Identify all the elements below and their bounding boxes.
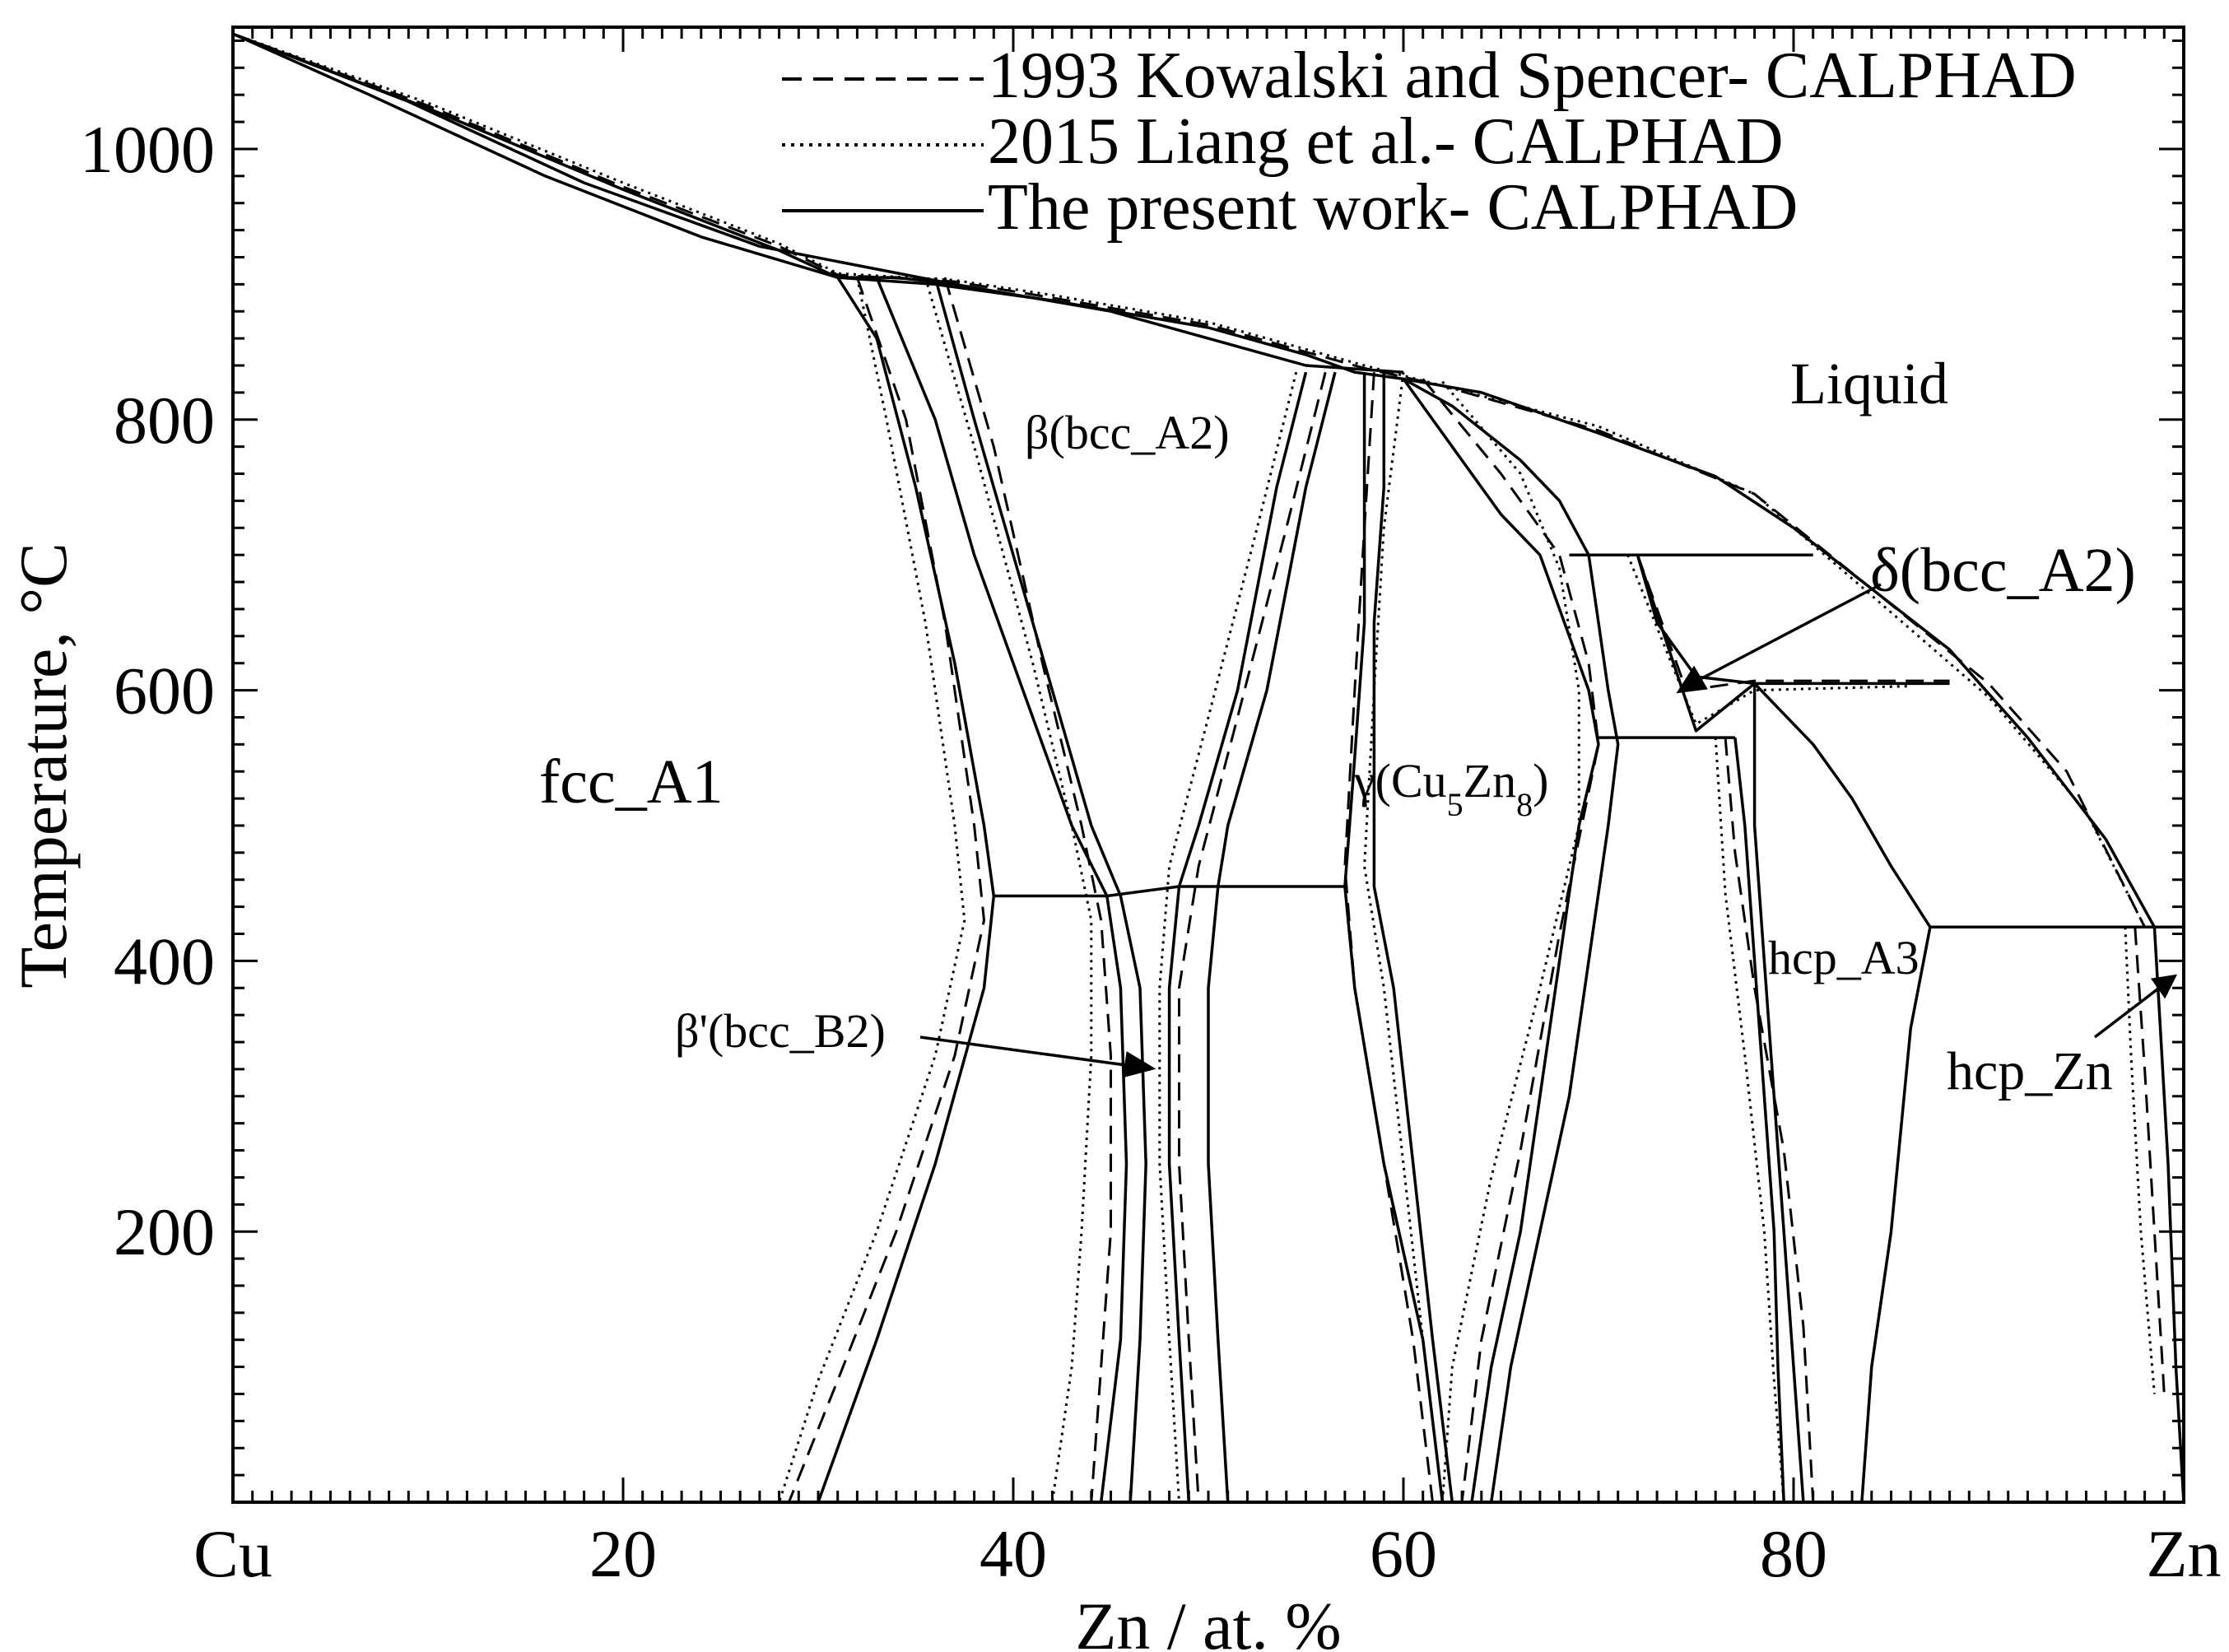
phase-boundary-solid-12 (1402, 378, 1600, 1503)
arrow-beta-prime-line (919, 1035, 1133, 1068)
arrow-delta-head (1676, 665, 1708, 694)
y-tick-label: 800 (114, 383, 215, 458)
y-tick-label: 400 (114, 924, 215, 998)
region-label-beta: β(bcc_A2) (1025, 406, 1230, 459)
phase-boundary-solid-11 (994, 885, 1345, 898)
phase-boundary-dashed-1 (788, 277, 985, 1503)
series-layer (232, 32, 2185, 1503)
region-label-beta-prime: β'(bcc_B2) (675, 1004, 886, 1058)
region-label-fcc: fcc_A1 (539, 747, 724, 817)
phase-boundary-dashed-5 (1422, 378, 1600, 1503)
series-dotted (232, 32, 2156, 1503)
phase-boundary-dotted-5 (1440, 380, 1580, 1503)
phase-boundary-solid-20 (1752, 683, 1805, 1503)
phase-boundary-solid-4 (817, 277, 996, 1503)
phase-boundary-solid-16 (1636, 554, 1755, 686)
phase-boundary-solid-10 (1372, 372, 1454, 1503)
arrow-delta-line (1695, 583, 1882, 683)
phase-boundary-dotted-0 (232, 32, 2146, 928)
legend: 1993 Kowalski and Spencer- CALPHAD 2015 … (782, 40, 2077, 244)
phase-boundary-dotted-4 (1363, 372, 1444, 1503)
x-tick-label: 40 (980, 1516, 1047, 1591)
x-axis-title: Zn / at. % (1075, 1589, 1341, 1652)
y-tick-label: 1000 (80, 112, 215, 187)
region-label-hcp-zn: hcp_Zn (1947, 1041, 2113, 1101)
x-tick-label: 20 (589, 1516, 657, 1591)
phase-boundary-solid-3 (954, 282, 1404, 374)
legend-label-liang: 2015 Liang et al.- CALPHAD (988, 105, 1784, 178)
phase-boundary-dashed-8 (2134, 927, 2166, 1394)
x-tick-label: Cu (193, 1516, 272, 1591)
phase-boundary-solid-2 (232, 32, 956, 286)
arrow-hcp-zn-line (2093, 982, 2166, 1039)
phase-boundary-dashed-6 (1636, 554, 1950, 692)
region-label-hcp-a3: hcp_A3 (1768, 931, 1920, 984)
phase-boundary-dashed-2 (943, 277, 1112, 1503)
x-tick-labels: Cu 20 40 60 80 Zn (193, 1516, 2221, 1591)
gamma-subscript-1: 5 (1447, 786, 1464, 823)
phase-boundary-dashed-7 (1724, 737, 1815, 1503)
region-label-liquid: Liquid (1790, 351, 1948, 416)
legend-label-kowalski: 1993 Kowalski and Spencer- CALPHAD (988, 40, 2077, 112)
phase-boundary-solid-6 (933, 277, 1147, 1503)
region-label-delta: δ(bcc_A2) (1870, 536, 2136, 605)
axis-ticks (231, 27, 2185, 1504)
phase-boundary-dotted-7 (1714, 738, 1785, 1503)
phase-boundary-dashed-0 (232, 32, 2146, 928)
y-tick-labels: 200 400 600 800 1000 (80, 112, 215, 1269)
phase-boundary-dotted-8 (2124, 927, 2156, 1394)
phase-boundary-solid-19 (1733, 737, 1785, 1503)
phase-boundary-solid-0 (232, 32, 2156, 928)
y-tick-label: 600 (114, 654, 215, 728)
phase-boundary-dashed-4 (1343, 372, 1434, 1503)
arrow-hcp-zn-head (2150, 974, 2178, 999)
gamma-subscript-2: 8 (1516, 786, 1533, 823)
series-dashed (232, 32, 2166, 1503)
phase-boundary-dotted-3 (1158, 371, 1298, 1503)
y-tick-label: 200 (114, 1194, 215, 1269)
phase-boundary-dashed-3 (1178, 371, 1327, 1503)
annotation-arrows (919, 583, 2178, 1078)
x-tick-label: 80 (1760, 1516, 1827, 1591)
phase-boundary-dotted-6 (1626, 554, 1911, 726)
arrow-beta-prime-head (1122, 1051, 1156, 1078)
gamma-mid: Zn (1464, 754, 1516, 807)
phase-boundary-solid-23 (2152, 927, 2185, 1503)
gamma-prefix: γ(Cu (1353, 754, 1447, 807)
phase-boundary-dotted-1 (778, 277, 966, 1503)
x-tick-label: 60 (1370, 1516, 1437, 1591)
y-axis-title: Temperature, °C (6, 542, 81, 989)
phase-boundary-solid-15 (1636, 554, 1756, 733)
gamma-suffix: ) (1533, 754, 1548, 807)
region-labels: Liquid fcc_A1 β(bcc_A2) β'(bcc_B2) γ(Cu5… (539, 351, 2136, 1101)
legend-label-present-work: The present work- CALPHAD (988, 171, 1798, 244)
x-tick-label: Zn (2146, 1516, 2221, 1591)
phase-boundary-solid-13 (1403, 377, 1620, 1503)
region-label-gamma: γ(Cu5Zn8) (1353, 754, 1548, 823)
